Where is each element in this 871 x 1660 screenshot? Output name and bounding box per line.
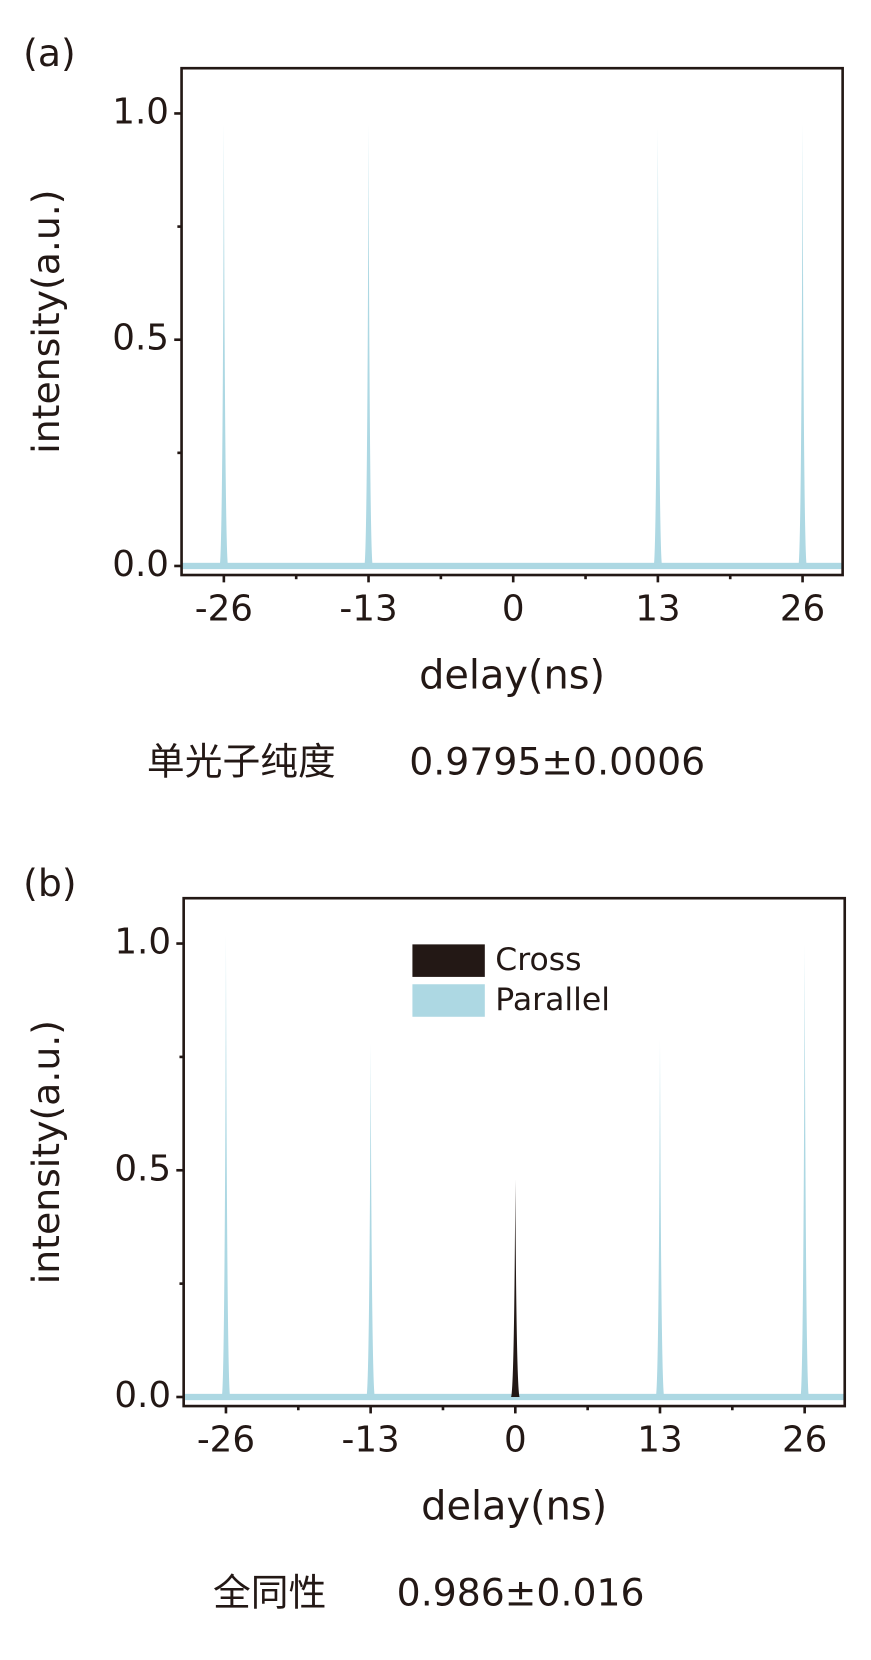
y-axis-label: intensity(a.u.) (24, 189, 68, 453)
peak (219, 122, 229, 566)
y-axis-label: intensity(a.u.) (24, 1020, 68, 1284)
x-tick-label: 13 (637, 1420, 682, 1461)
legend-swatch (412, 984, 485, 1017)
panel-label: (b) (23, 861, 76, 905)
annotation-value: 0.9795±0.0006 (409, 739, 705, 783)
y-tick-label: 0.0 (114, 1375, 171, 1416)
x-tick-label: 13 (635, 589, 680, 630)
legend-label: Cross (495, 942, 581, 978)
x-tick-label: 0 (504, 1420, 527, 1461)
y-tick-label: 0.0 (112, 544, 169, 585)
peak (798, 122, 807, 566)
legend-label: Parallel (495, 982, 610, 1018)
legend-swatch (412, 944, 485, 977)
x-tick-label: 26 (780, 589, 825, 630)
baseline (181, 562, 843, 570)
annotation-label: 全同性 (213, 1570, 326, 1614)
peak (511, 1179, 520, 1397)
x-tick-label: -26 (197, 1420, 255, 1461)
x-tick-label: -13 (342, 1420, 400, 1461)
x-tick-label: -13 (339, 589, 397, 630)
y-tick-label: 0.5 (112, 318, 169, 359)
y-tick-label: 0.5 (114, 1148, 171, 1189)
peak (655, 1038, 665, 1397)
x-axis-label: delay(ns) (421, 1483, 607, 1529)
peak (653, 127, 663, 566)
plot-frame (180, 66, 844, 577)
y-tick-label: 1.0 (114, 922, 171, 963)
peak (800, 943, 809, 1397)
x-tick-label: 26 (782, 1420, 827, 1461)
x-axis-label: delay(ns) (419, 652, 605, 698)
peak (364, 122, 373, 566)
x-tick-label: 0 (502, 589, 525, 630)
annotation-label: 单光子纯度 (147, 739, 336, 783)
x-tick-label: -26 (195, 589, 253, 630)
peak (366, 1043, 375, 1397)
annotation-value: 0.986±0.016 (397, 1570, 645, 1614)
peak (221, 934, 231, 1397)
y-tick-label: 1.0 (112, 91, 169, 132)
panel-label: (a) (23, 31, 76, 75)
